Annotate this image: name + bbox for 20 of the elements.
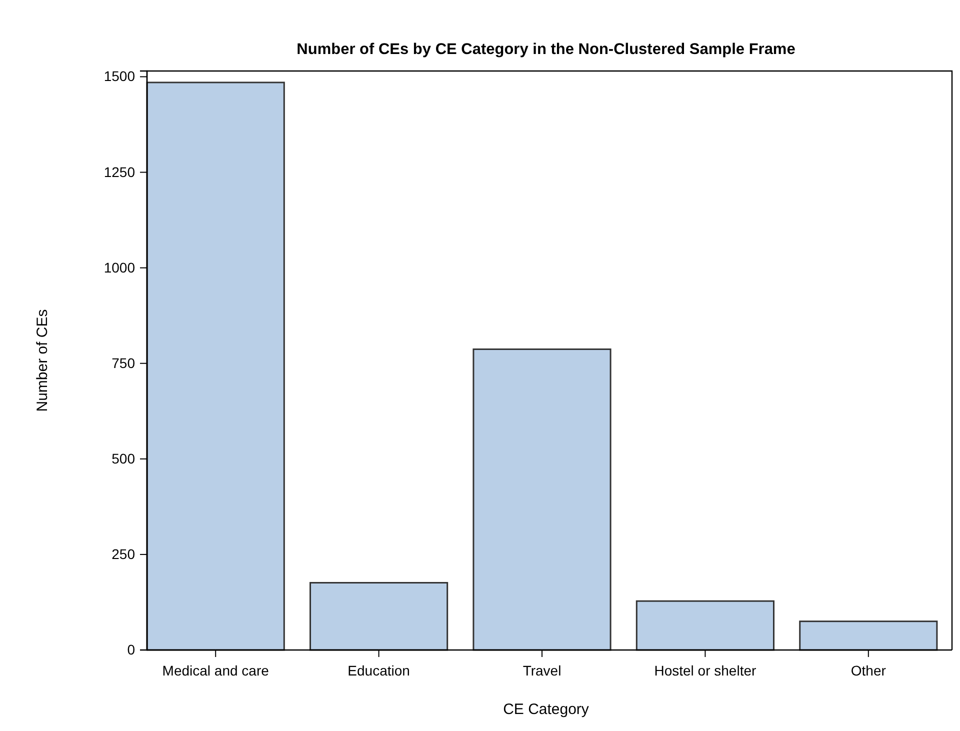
y-tick-label: 750 [112, 354, 136, 371]
chart-title: Number of CEs by CE Category in the Non-Clustered Sample Frame [296, 41, 796, 58]
y-tick-label: 1500 [104, 68, 136, 84]
bar [472, 348, 612, 651]
x-tick-label: Medical and care [162, 662, 270, 678]
x-tick-label: Hostel or shelter [654, 662, 756, 678]
bar [636, 600, 774, 651]
y-axis-title: Number of CEs [34, 309, 51, 412]
bar [799, 620, 938, 651]
y-tick-label: 1250 [104, 164, 136, 180]
x-axis-title: CE Category [503, 701, 590, 718]
y-tick-label: 0 [127, 641, 136, 658]
bar [310, 582, 448, 651]
x-tick-label: Other [850, 662, 886, 678]
x-tick-label: Education [348, 662, 410, 678]
bar [146, 82, 285, 651]
x-tick-label: Travel [522, 662, 562, 678]
y-tick-label: 500 [112, 450, 136, 466]
y-tick-label: 250 [112, 546, 136, 562]
y-tick-label: 1000 [104, 259, 136, 276]
